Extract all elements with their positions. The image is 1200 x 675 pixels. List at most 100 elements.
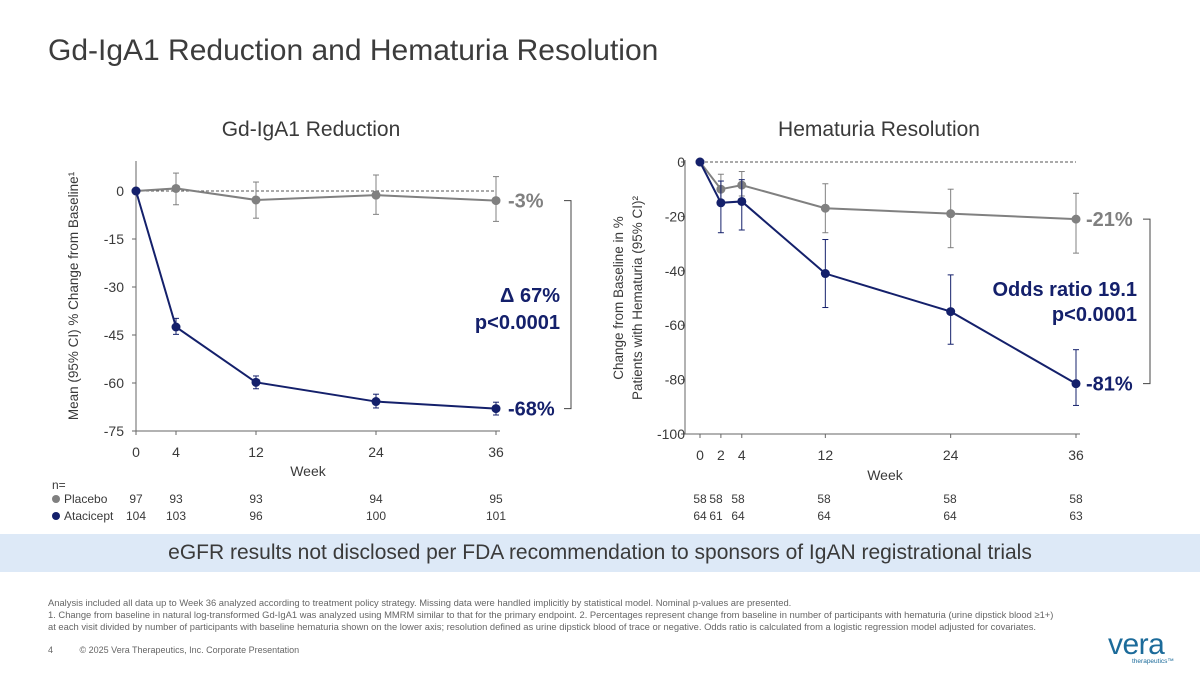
y-tick-label: -80 (665, 372, 685, 388)
n-count: 58 (817, 492, 831, 506)
end-value-label: -68% (508, 399, 555, 421)
chart-title: Gd-IgA1 Reduction (222, 118, 401, 141)
n-count: 64 (693, 509, 707, 523)
x-tick-label: 4 (172, 444, 180, 460)
data-point-placebo (491, 196, 501, 206)
data-point-atacicept (716, 198, 726, 208)
stat-annotation: Odds ratio 19.1 (993, 279, 1138, 301)
x-tick-label: 0 (696, 447, 704, 463)
series-line-atacicept (699, 161, 1077, 385)
stat-annotation: p<0.0001 (475, 312, 560, 334)
x-tick-label: 2 (717, 447, 725, 463)
n-count: 64 (731, 509, 745, 523)
series-line-placebo (135, 187, 497, 202)
data-point-placebo (371, 190, 381, 200)
n-count: 95 (489, 492, 503, 506)
data-point-atacicept (820, 269, 830, 279)
x-axis-label: Week (867, 467, 904, 483)
x-tick-label: 12 (818, 447, 834, 463)
chart-title: Hematuria Resolution (778, 118, 980, 141)
n-count: 103 (166, 509, 186, 523)
footnote-line: Analysis included all data up to Week 36… (48, 597, 792, 608)
n-count: 61 (709, 509, 723, 523)
n-count: 63 (1069, 509, 1083, 523)
n-count: 58 (1069, 492, 1083, 506)
legend-marker-atacicept (52, 512, 60, 520)
egfr-banner: eGFR results not disclosed per FDA recom… (0, 534, 1200, 572)
n-count: 64 (817, 509, 831, 523)
n-count: 100 (366, 509, 386, 523)
data-point-placebo (1071, 214, 1081, 224)
n-count: 58 (709, 492, 723, 506)
gd-iga1-chart: Gd-IgA1 Reduction 0 -15 -30 -45 -60 -75 0 4 12 24 3… (52, 118, 572, 523)
footnote-line: 1. Change from baseline in natural log-t… (48, 609, 1054, 621)
y-tick-label: -100 (657, 426, 685, 442)
data-point-atacicept (371, 397, 381, 407)
logo-wordmark: vera (1108, 628, 1165, 661)
n-count: 64 (943, 509, 957, 523)
banner-text: eGFR results not disclosed per FDA recom… (168, 541, 1032, 564)
x-tick-label: 0 (132, 444, 140, 460)
vera-logo: vera therapeutics™ (1108, 628, 1184, 668)
data-point-placebo (946, 209, 956, 219)
n-count: 58 (693, 492, 707, 506)
y-axis-label: Mean (95% CI) % Change from Baseline¹ (66, 171, 81, 420)
footnote-line: at each visit divided by number of parti… (48, 621, 1037, 633)
logo-subtitle: therapeutics™ (1132, 658, 1174, 665)
y-tick-label: -30 (104, 279, 124, 295)
y-tick-label: -45 (104, 327, 124, 343)
data-point-atacicept (695, 157, 705, 167)
series-line-atacicept (135, 190, 497, 410)
y-tick-label: -75 (104, 423, 124, 439)
y-tick-label: -20 (665, 208, 685, 224)
n-count: 58 (731, 492, 745, 506)
page-number: 4 (48, 645, 54, 655)
data-point-atacicept (171, 322, 181, 332)
n-count: 96 (249, 509, 263, 523)
x-tick-label: 24 (368, 444, 384, 460)
y-tick-label: -60 (665, 317, 685, 333)
y-axis-label: Change from Baseline in % (611, 216, 626, 380)
page-title: Gd-IgA1 Reduction and Hematuria Resoluti… (48, 34, 659, 67)
stat-annotation: p<0.0001 (1052, 304, 1137, 326)
n-count: 94 (369, 492, 383, 506)
difference-bracket (564, 200, 572, 410)
end-value-label: -81% (1086, 374, 1133, 396)
n-count: 101 (486, 509, 506, 523)
data-point-atacicept (251, 377, 261, 387)
n-count: 93 (249, 492, 263, 506)
x-tick-label: 12 (248, 444, 264, 460)
end-value-label: -21% (1086, 209, 1133, 231)
n-count: 97 (129, 492, 143, 506)
data-point-placebo (820, 203, 830, 213)
stat-annotation: Δ 67% (500, 285, 560, 307)
legend-marker-placebo (52, 495, 60, 503)
legend-label-placebo: Placebo (64, 492, 108, 506)
y-tick-label: -40 (665, 263, 685, 279)
footnotes: Analysis included all data up to Week 36… (48, 597, 1168, 634)
difference-bracket (1143, 218, 1151, 385)
n-count: 93 (169, 492, 183, 506)
n-count: 104 (126, 509, 146, 523)
n-table-header: n= (52, 478, 66, 492)
copyright: © 2025 Vera Therapeutics, Inc. Corporate… (79, 645, 300, 655)
x-axis-label: Week (290, 463, 327, 479)
series-line-placebo (699, 161, 1077, 221)
n-count: 58 (943, 492, 957, 506)
y-tick-label: 0 (677, 154, 685, 170)
data-point-atacicept (737, 196, 747, 206)
data-point-atacicept (1071, 379, 1081, 389)
end-value-label: -3% (508, 191, 544, 213)
y-tick-label: -15 (104, 231, 124, 247)
data-point-atacicept (131, 186, 141, 196)
x-tick-label: 4 (738, 447, 746, 463)
x-tick-label: 24 (943, 447, 959, 463)
x-tick-label: 36 (1068, 447, 1084, 463)
y-tick-label: -60 (104, 375, 124, 391)
legend-label-atacicept: Atacicept (64, 509, 114, 523)
x-tick-label: 36 (488, 444, 504, 460)
y-tick-label: 0 (116, 183, 124, 199)
data-point-placebo (251, 195, 261, 205)
